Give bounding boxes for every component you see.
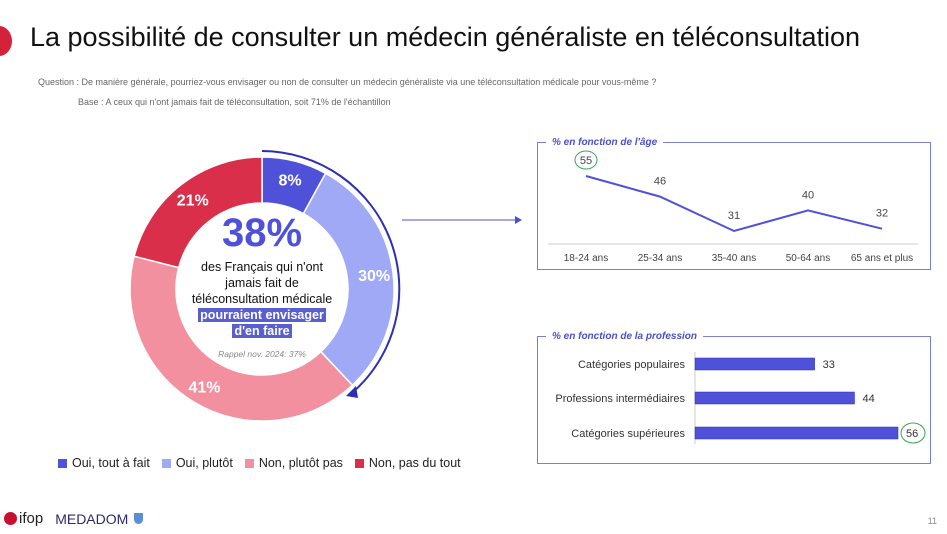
slice-label: 41%: [188, 379, 220, 396]
age-line-chart: 55 18-24 ans 46 25-34 ans 31 35-40 ans 40 50-64…: [548, 150, 918, 264]
bar-value-label: 56: [906, 428, 918, 440]
legend-item: Non, pas du tout: [354, 456, 461, 470]
data-label: 55: [580, 155, 592, 167]
x-tick-label: 18-24 ans: [564, 253, 608, 264]
base-text: Base : A ceux qui n'ont jamais fait de t…: [78, 97, 391, 107]
age-chart-title: % en fonction de l'âge: [546, 137, 664, 148]
center-line-3: téléconsultation médicale: [191, 292, 333, 306]
donut-legend: Oui, tout à fait Oui, plutôt Non, plutôt p…: [58, 456, 461, 470]
bar-value-label: 33: [823, 359, 835, 371]
center-line-1: des Français qui n'ont: [201, 260, 323, 274]
legend-swatch: [354, 458, 364, 468]
x-tick-label: 35-40 ans: [712, 253, 756, 264]
medadom-logo: MEDADOM: [55, 510, 129, 527]
donut-slice: [302, 172, 395, 387]
page-number: 11: [927, 516, 937, 526]
legend-swatch: [244, 458, 254, 468]
data-label: 46: [654, 176, 666, 188]
bar: [694, 391, 855, 405]
ifop-logo: ifop: [4, 510, 43, 527]
profession-bar-chart: Catégories populaires 33 Professions inter…: [555, 352, 926, 444]
bar-category-label: Catégories populaires: [578, 359, 686, 371]
donut-center-text: 38% des Français qui n'ont jamais fait d…: [182, 210, 342, 359]
arrowhead-icon: [515, 216, 522, 224]
question-text: Question : De manière générale, pourriez…: [38, 77, 657, 87]
page-title: La possibilité de consulter un médecin g…: [30, 22, 861, 52]
red-tab-decoration: [0, 26, 12, 56]
bracket-arc: [261, 150, 401, 394]
donut-slice: [129, 255, 354, 422]
bar: [694, 357, 815, 371]
profession-box: [537, 336, 931, 464]
bar-category-label: Catégories supérieures: [571, 428, 685, 440]
age-box: [537, 142, 931, 270]
data-label: 31: [728, 210, 740, 222]
legend-swatch: [161, 458, 171, 468]
highlight-circle: [574, 150, 598, 170]
legend-swatch: [58, 458, 67, 468]
medadom-icon: [134, 513, 144, 524]
age-line: [585, 175, 883, 233]
profession-chart-title: % en fonction de la profession: [546, 331, 704, 342]
legend-item: Oui, plutôt: [161, 456, 233, 470]
x-tick-label: 50-64 ans: [786, 253, 830, 264]
center-percentage: 38%: [221, 211, 303, 255]
x-tick-label: 25-34 ans: [638, 253, 682, 264]
arc-arrowhead-icon: [346, 386, 358, 398]
data-label: 32: [876, 208, 888, 220]
center-highlight-2: d'en faire: [232, 324, 292, 338]
slice-label: 8%: [279, 173, 302, 190]
footer-logos: ifop MEDADOM: [4, 510, 144, 527]
center-line-2: jamais fait de: [225, 276, 299, 290]
legend-item: Non, plutôt pas: [244, 456, 343, 470]
bar-category-label: Professions intermédiaires: [555, 393, 685, 405]
donut-slice: [133, 156, 263, 269]
slice-label: 30%: [358, 268, 390, 285]
center-highlight-1: pourraient envisager: [198, 308, 326, 322]
legend-item: Oui, tout à fait: [58, 456, 150, 470]
data-label: 40: [802, 189, 814, 201]
rappel-text: Rappel nov. 2024: 37%: [218, 349, 306, 359]
slice-label: 21%: [177, 193, 209, 210]
x-tick-label: 65 ans et plus: [851, 253, 913, 264]
highlight-circle: [900, 422, 926, 444]
bar: [694, 426, 899, 440]
bar-value-label: 44: [863, 393, 875, 405]
donut-chart: 8% 30% 41% 21%: [129, 156, 395, 422]
